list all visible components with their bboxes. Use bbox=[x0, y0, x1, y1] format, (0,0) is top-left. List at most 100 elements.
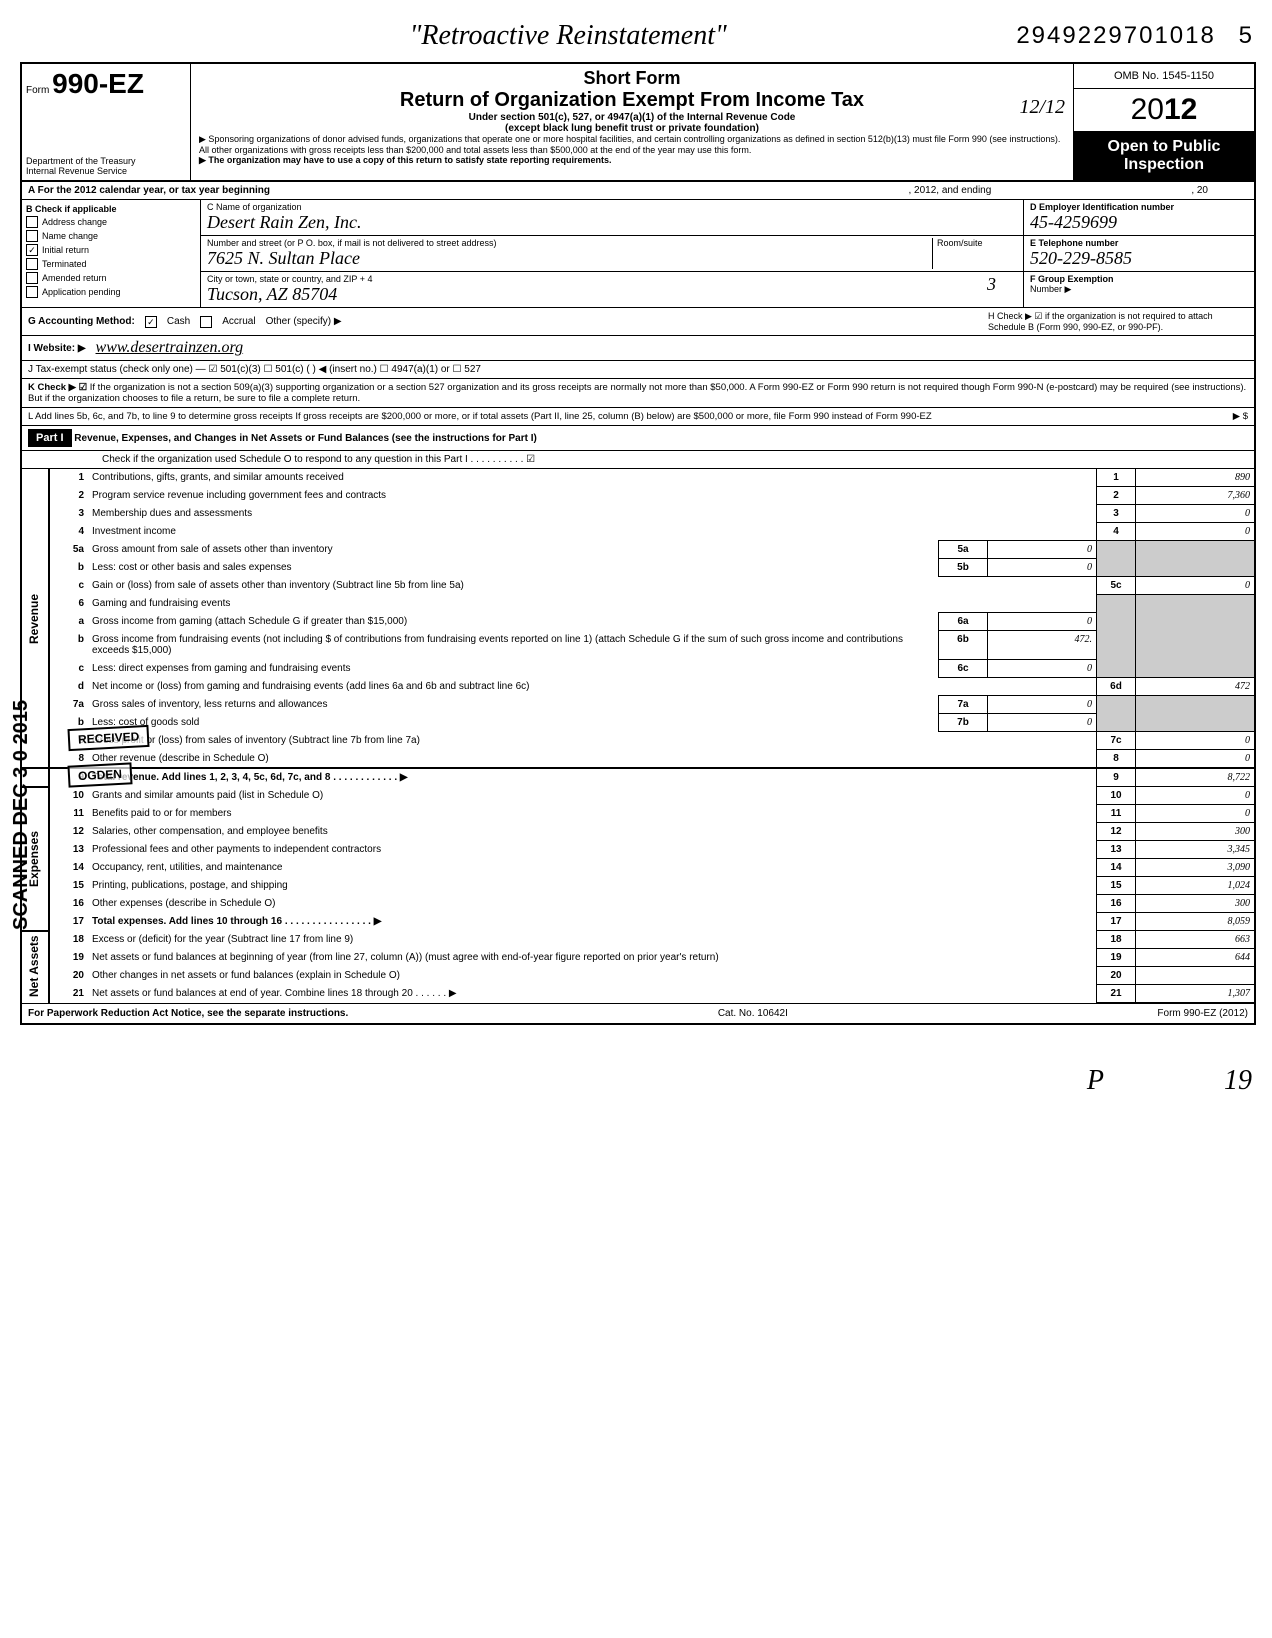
l16-desc: Other expenses (describe in Schedule O) bbox=[88, 895, 1097, 913]
l5c-val: 0 bbox=[1136, 577, 1255, 595]
year-bold: 12 bbox=[1164, 93, 1197, 126]
l21-desc: Net assets or fund balances at end of ye… bbox=[88, 985, 1097, 1003]
l2-no: 2 bbox=[49, 487, 88, 505]
l2-desc: Program service revenue including govern… bbox=[88, 487, 1097, 505]
l9-num: 9 bbox=[1097, 768, 1136, 787]
l7c-val: 0 bbox=[1136, 732, 1255, 750]
f-label2: Number ▶ bbox=[1030, 284, 1248, 295]
l-text: L Add lines 5b, 6c, and 7b, to line 9 to… bbox=[28, 411, 1233, 422]
form-990ez: Form 990-EZ Department of the Treasury I… bbox=[20, 62, 1256, 1025]
l7a-no: 7a bbox=[49, 696, 88, 714]
cb-accrual[interactable] bbox=[200, 316, 212, 328]
city-cell: City or town, state or country, and ZIP … bbox=[201, 272, 1023, 307]
e-label: E Telephone number bbox=[1030, 238, 1248, 248]
l18-no: 18 bbox=[49, 931, 88, 949]
l-arrow: ▶ $ bbox=[1233, 411, 1248, 422]
h-text: H Check ▶ ☑ if the organization is not r… bbox=[988, 311, 1248, 332]
footer-mid: Cat. No. 10642I bbox=[718, 1008, 788, 1019]
l1-no: 1 bbox=[49, 469, 88, 487]
l7c-num: 7c bbox=[1097, 732, 1136, 750]
top-number-extra: 5 bbox=[1239, 22, 1252, 49]
cb-addr-change[interactable] bbox=[26, 216, 38, 228]
omb-number: OMB No. 1545-1150 bbox=[1074, 64, 1254, 89]
l5b-no: b bbox=[49, 559, 88, 577]
l5a-subval: 0 bbox=[988, 541, 1097, 559]
l13-no: 13 bbox=[49, 841, 88, 859]
cb-name-change[interactable] bbox=[26, 230, 38, 242]
lbl-amended: Amended return bbox=[42, 273, 107, 283]
l5a-desc: Gross amount from sale of assets other t… bbox=[88, 541, 939, 559]
city-label: City or town, state or country, and ZIP … bbox=[207, 274, 987, 284]
l15-desc: Printing, publications, postage, and shi… bbox=[88, 877, 1097, 895]
phone-value: 520-229-8585 bbox=[1030, 248, 1248, 269]
row-gh: G Accounting Method: ✓Cash Accrual Other… bbox=[22, 308, 1254, 336]
l6a-desc: Gross income from gaming (attach Schedul… bbox=[88, 613, 939, 631]
row-a: A For the 2012 calendar year, or tax yea… bbox=[22, 182, 1254, 200]
l4-num: 4 bbox=[1097, 523, 1136, 541]
l19-desc: Net assets or fund balances at beginning… bbox=[88, 949, 1097, 967]
side-revenue: Revenue bbox=[22, 469, 49, 768]
addr-label: Number and street (or P O. box, if mail … bbox=[207, 238, 932, 248]
l6b-sub: 6b bbox=[939, 631, 988, 660]
l8-val: 0 bbox=[1136, 750, 1255, 769]
l14-no: 14 bbox=[49, 859, 88, 877]
l20-val bbox=[1136, 967, 1255, 985]
l7c-desc: Gross profit or (loss) from sales of inv… bbox=[88, 732, 1097, 750]
l7b-desc: Less: cost of goods sold bbox=[88, 714, 939, 732]
l3-val: 0 bbox=[1136, 505, 1255, 523]
l5b-subval: 0 bbox=[988, 559, 1097, 577]
l15-val: 1,024 bbox=[1136, 877, 1255, 895]
row-a-left: A For the 2012 calendar year, or tax yea… bbox=[28, 185, 270, 196]
ein-value: 45-4259699 bbox=[1030, 212, 1248, 233]
city-extra: 3 bbox=[987, 274, 1017, 305]
phone-cell: E Telephone number 520-229-8585 bbox=[1024, 236, 1254, 272]
top-title: "Retroactive Reinstatement" bbox=[120, 20, 1016, 52]
l6b-no: b bbox=[49, 631, 88, 660]
open-to-public: Open to Public Inspection bbox=[1074, 132, 1254, 180]
l2-num: 2 bbox=[1097, 487, 1136, 505]
page-foot-right: 19 bbox=[1224, 1065, 1252, 1097]
l5-shade bbox=[1097, 541, 1136, 577]
row-k: K Check ▶ ☑ If the organization is not a… bbox=[22, 379, 1254, 408]
l1-num: 1 bbox=[1097, 469, 1136, 487]
l5c-num: 5c bbox=[1097, 577, 1136, 595]
part1-header-row: Part I Revenue, Expenses, and Changes in… bbox=[22, 426, 1254, 451]
title-box: Short Form Return of Organization Exempt… bbox=[191, 64, 1074, 180]
i-label: I Website: ▶ bbox=[28, 343, 86, 354]
side-expenses: Expenses bbox=[22, 787, 49, 931]
l3-num: 3 bbox=[1097, 505, 1136, 523]
l7b-sub: 7b bbox=[939, 714, 988, 732]
name-column: C Name of organization Desert Rain Zen, … bbox=[201, 200, 1024, 307]
lbl-terminated: Terminated bbox=[42, 259, 87, 269]
lbl-name-change: Name change bbox=[42, 231, 98, 241]
top-number: 2949229701018 bbox=[1016, 22, 1216, 49]
lines-table: Revenue 1 Contributions, gifts, grants, … bbox=[22, 469, 1254, 1003]
l14-val: 3,090 bbox=[1136, 859, 1255, 877]
l14-num: 14 bbox=[1097, 859, 1136, 877]
l11-desc: Benefits paid to or for members bbox=[88, 805, 1097, 823]
lbl-cash: Cash bbox=[167, 316, 190, 327]
lbl-initial: Initial return bbox=[42, 245, 89, 255]
l5a-sub: 5a bbox=[939, 541, 988, 559]
cb-initial[interactable]: ✓ bbox=[26, 244, 38, 256]
l6a-no: a bbox=[49, 613, 88, 631]
l11-val: 0 bbox=[1136, 805, 1255, 823]
cb-pending[interactable] bbox=[26, 286, 38, 298]
cb-amended[interactable] bbox=[26, 272, 38, 284]
group-cell: F Group Exemption Number ▶ bbox=[1024, 272, 1254, 304]
l7b-subval: 0 bbox=[988, 714, 1097, 732]
l16-num: 16 bbox=[1097, 895, 1136, 913]
cb-terminated[interactable] bbox=[26, 258, 38, 270]
l4-no: 4 bbox=[49, 523, 88, 541]
l5b-sub: 5b bbox=[939, 559, 988, 577]
l13-val: 3,345 bbox=[1136, 841, 1255, 859]
stamp-ogden: OGDEN bbox=[78, 767, 123, 783]
hw-year: 12/12 bbox=[1019, 96, 1065, 119]
l5b-desc: Less: cost or other basis and sales expe… bbox=[88, 559, 939, 577]
dept-irs: Internal Revenue Service bbox=[26, 166, 186, 176]
l6d-num: 6d bbox=[1097, 678, 1136, 696]
subtitle-1: Under section 501(c), 527, or 4947(a)(1)… bbox=[199, 112, 1065, 123]
website-value: www.desertrainzen.org bbox=[96, 339, 244, 357]
l5-shade-val bbox=[1136, 541, 1255, 577]
cb-cash[interactable]: ✓ bbox=[145, 316, 157, 328]
